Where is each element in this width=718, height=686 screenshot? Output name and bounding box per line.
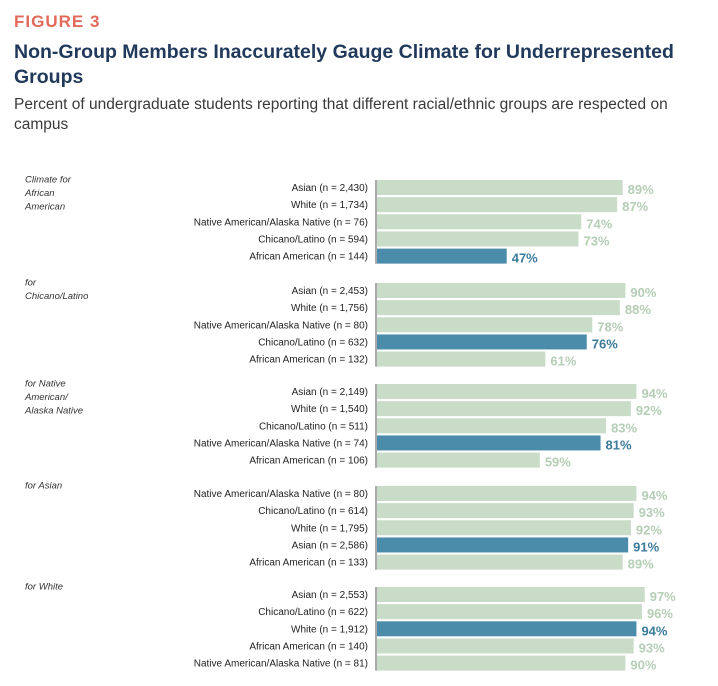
category-label: African American (n = 133)	[249, 558, 368, 569]
chart-title: Non-Group Members Inaccurately Gauge Cli…	[14, 41, 674, 88]
value-label: 83%	[611, 420, 637, 435]
figure-label: FIGURE 3	[14, 12, 101, 31]
bar	[377, 587, 645, 602]
category-label: Asian (n = 2,586)	[292, 540, 368, 551]
bar	[377, 503, 634, 519]
group-label: African	[24, 188, 55, 199]
group-label: Alaska Native	[24, 405, 83, 416]
category-label: Asian (n = 2,430)	[292, 183, 368, 194]
bar	[377, 520, 631, 536]
bar	[377, 452, 540, 468]
category-label: White (n = 1,734)	[291, 200, 368, 211]
category-label: African American (n = 106)	[249, 456, 368, 467]
value-label: 92%	[636, 403, 662, 418]
group-label: for White	[25, 581, 63, 592]
bar	[377, 283, 626, 298]
category-label: African American (n = 132)	[249, 355, 368, 366]
bar	[377, 231, 579, 247]
bar	[377, 537, 629, 553]
group-label: Climate for	[25, 174, 72, 185]
bar	[377, 621, 637, 637]
category-label: Native American/Alaska Native (n = 81)	[194, 659, 368, 670]
category-label: Chicano/Latino (n = 622)	[258, 607, 368, 618]
category-label: Chicano/Latino (n = 632)	[258, 337, 368, 348]
value-label: 87%	[622, 199, 648, 214]
category-label: Native American/Alaska Native (n = 76)	[194, 217, 368, 228]
value-label: 94%	[641, 488, 667, 503]
value-label: 94%	[641, 386, 667, 401]
bar	[377, 655, 626, 671]
category-label: Chicano/Latino (n = 614)	[258, 506, 368, 517]
category-label: Native American/Alaska Native (n = 80)	[194, 320, 368, 331]
value-label: 61%	[550, 354, 576, 369]
bar	[377, 418, 607, 434]
value-label: 81%	[606, 437, 632, 452]
value-label: 90%	[630, 658, 656, 673]
value-label: 59%	[545, 455, 571, 470]
value-label: 73%	[583, 233, 609, 248]
value-label: 76%	[592, 336, 618, 351]
value-label: 47%	[512, 251, 538, 266]
category-label: African American (n = 140)	[249, 641, 368, 652]
bar	[377, 248, 507, 264]
category-label: White (n = 1,795)	[291, 523, 368, 534]
category-label: White (n = 1,756)	[291, 303, 368, 314]
value-label: 93%	[639, 640, 665, 655]
value-label: 90%	[630, 285, 656, 300]
bar	[377, 638, 634, 654]
category-label: White (n = 1,912)	[291, 624, 368, 635]
value-label: 89%	[628, 557, 654, 572]
group-label: for Native	[25, 378, 66, 389]
bar	[377, 401, 631, 417]
value-label: 78%	[597, 319, 623, 334]
bar	[377, 604, 642, 620]
group-label: for Asian	[25, 480, 62, 491]
category-label: Native American/Alaska Native (n = 74)	[194, 438, 368, 449]
category-label: Chicano/Latino (n = 511)	[259, 421, 368, 432]
bar	[377, 384, 637, 399]
category-label: Asian (n = 2,553)	[292, 590, 368, 601]
bar	[377, 317, 593, 333]
value-label: 94%	[641, 623, 667, 638]
bar	[377, 351, 546, 367]
bar	[377, 300, 620, 316]
bar	[377, 197, 618, 213]
category-label: Asian (n = 2,149)	[292, 387, 368, 398]
group-label: American/	[24, 392, 69, 403]
group-label: American	[24, 201, 65, 212]
value-label: 88%	[625, 302, 651, 317]
chart-subtitle: Percent of undergraduate students report…	[14, 96, 668, 133]
group-label: for	[25, 277, 37, 288]
category-label: Chicano/Latino (n = 594)	[258, 234, 368, 245]
value-label: 89%	[628, 182, 654, 197]
value-label: 93%	[639, 505, 665, 520]
bar	[377, 435, 601, 451]
bar	[377, 180, 623, 195]
value-label: 74%	[586, 216, 612, 231]
bar	[377, 334, 587, 350]
category-label: Native American/Alaska Native (n = 80)	[194, 489, 368, 500]
group-label: Chicano/Latino	[25, 291, 88, 302]
value-label: 97%	[650, 589, 676, 604]
category-label: African American (n = 144)	[249, 252, 368, 263]
bar	[377, 214, 582, 230]
bar	[377, 486, 637, 501]
value-label: 96%	[647, 606, 673, 621]
bar	[377, 554, 623, 570]
value-label: 91%	[633, 539, 659, 554]
value-label: 92%	[636, 522, 662, 537]
category-label: White (n = 1,540)	[291, 404, 368, 415]
category-label: Asian (n = 2,453)	[292, 286, 368, 297]
